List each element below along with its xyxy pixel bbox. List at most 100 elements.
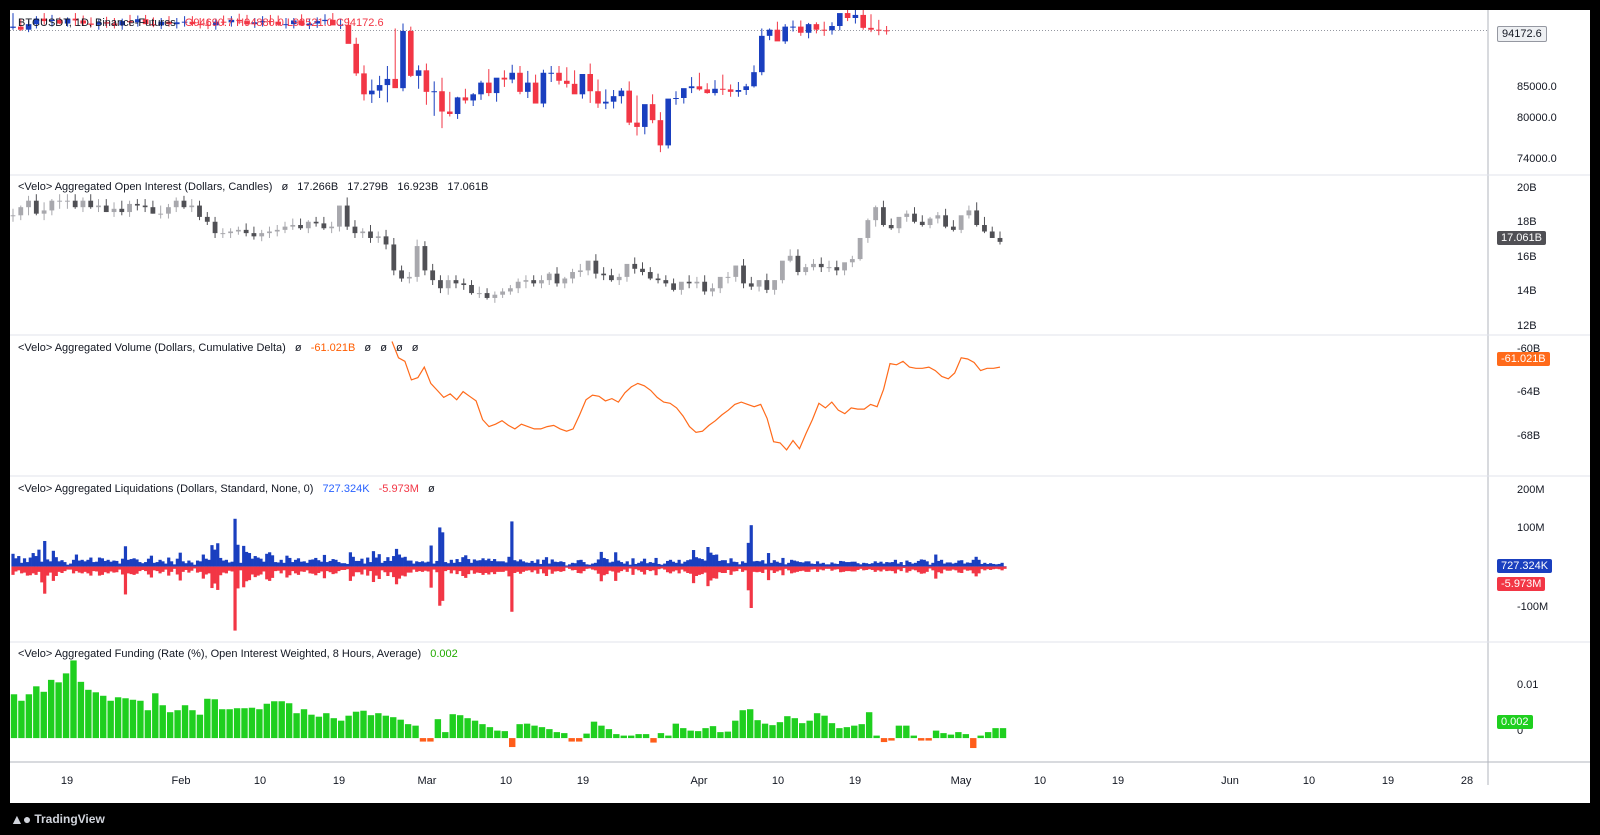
liq-long-bar (190, 562, 194, 567)
liq-long-bar (40, 561, 44, 567)
liq-long-bar (152, 562, 156, 567)
liq-short-bar (790, 566, 794, 574)
liq-short-bar (184, 566, 188, 570)
oi-candle (243, 229, 249, 234)
liq-short-bar (778, 566, 782, 571)
oi-candle (383, 236, 389, 245)
liq-long-bar (230, 561, 234, 567)
oi-candle (235, 229, 241, 232)
symbol-title[interactable]: BTCUSDT, 1D, Binance-Futures (18, 17, 176, 29)
liq-short-bar (334, 566, 338, 574)
chart-area[interactable]: BTCUSDT, 1D, Binance-Futures O94690.7 H9… (10, 10, 1590, 803)
oi-candle (103, 205, 109, 213)
funding-pos-bar (717, 732, 724, 739)
liq-short-bar (824, 566, 828, 569)
liq-long-bar (706, 547, 710, 567)
oi-pane-legend[interactable]: <Velo> Aggregated Open Interest (Dollars… (18, 181, 494, 193)
oi-candle (803, 267, 809, 273)
liq-pane-legend[interactable]: <Velo> Aggregated Liquidations (Dollars,… (18, 483, 441, 495)
funding-pos-bar (412, 725, 419, 739)
oi-title[interactable]: <Velo> Aggregated Open Interest (Dollars… (18, 181, 273, 193)
liq-short-bar (931, 566, 935, 571)
price-candle (618, 90, 625, 97)
liq-long-bar (11, 553, 15, 567)
liq-title[interactable]: <Velo> Aggregated Liquidations (Dollars,… (18, 483, 314, 495)
liq-long-bar (856, 563, 860, 567)
funding-pos-bar (337, 720, 345, 739)
liq-short-bar (204, 566, 208, 575)
liq-long-bar (351, 556, 355, 567)
funding-pos-bar (501, 731, 508, 739)
price-pane-legend[interactable]: BTCUSDT, 1D, Binance-Futures O94690.7 H9… (18, 17, 390, 29)
chart-canvas[interactable] (10, 10, 1590, 803)
liq-short-bar (815, 566, 820, 572)
liq-short-bar (963, 566, 967, 570)
liq-short-bar (354, 566, 358, 573)
liq-long-bar (146, 558, 151, 567)
price-candle (298, 20, 305, 26)
liq-long-bar (864, 563, 869, 567)
liq-short-bar (683, 566, 687, 572)
funding-pos-bar (724, 731, 732, 739)
liq-short-bar (911, 566, 915, 570)
oi-candle (950, 226, 956, 230)
liq-long-bar (542, 559, 546, 567)
liq-short-bar (761, 566, 765, 573)
liq-short-bar (810, 566, 814, 570)
liq-long-bar (798, 562, 802, 567)
liq-short-bar (784, 566, 788, 569)
liquidations-pane (11, 518, 1007, 631)
liq-short-bar (28, 566, 32, 576)
liq-short-bar (550, 566, 554, 574)
oi-candle (966, 210, 972, 216)
liq-short-bar (152, 566, 156, 571)
oi-candle (228, 231, 234, 234)
funding-pos-bar (851, 725, 858, 739)
liq-long-bar (294, 559, 298, 567)
price-candle (33, 18, 40, 25)
liq-short-bar (360, 566, 364, 575)
liq-long-bar (71, 559, 76, 567)
funding-title[interactable]: <Velo> Aggregated Funding (Rate (%), Ope… (18, 648, 422, 660)
cvd-title[interactable]: <Velo> Aggregated Volume (Dollars, Cumul… (18, 342, 286, 354)
liq-long-bar (449, 559, 453, 567)
oi-candle (826, 267, 832, 269)
liq-short-bar (971, 566, 975, 574)
liq-short-bar (850, 566, 854, 572)
liq-short-bar (311, 566, 315, 574)
funding-pos-bar (761, 723, 769, 739)
liq-long-bar (781, 557, 785, 567)
price-candle (400, 30, 406, 89)
liq-long-bar (902, 565, 906, 567)
price-candle (205, 24, 211, 26)
funding-pos-bar (159, 705, 166, 739)
time-tick: 10 (1033, 775, 1047, 787)
funding-pos-bar (702, 728, 709, 739)
liq-short-bar (66, 566, 70, 570)
liq-long-bar (345, 563, 350, 567)
liq-long-bar (253, 556, 257, 567)
funding-pos-bar (828, 723, 836, 739)
funding-pane-legend[interactable]: <Velo> Aggregated Funding (Rate (%), Ope… (18, 648, 464, 660)
liq-short-bar (677, 566, 681, 574)
liq-long-bar (406, 560, 410, 567)
price-candle (49, 19, 55, 22)
liq-short-bar (429, 566, 433, 588)
oi-candle (173, 200, 179, 208)
liq-long-bar (567, 564, 572, 567)
liq-long-bar (559, 561, 563, 567)
liq-long-bar (57, 561, 61, 567)
tradingview-logo[interactable]: ▲● TradingView (10, 811, 105, 827)
price-candle (782, 26, 788, 42)
funding-pos-bar (434, 719, 442, 739)
liq-short-bar (80, 566, 84, 574)
oi-candle (150, 207, 156, 214)
liq-short-bar (896, 566, 900, 570)
funding-pos-bar (977, 735, 984, 739)
funding-pos-bar (278, 701, 285, 739)
liq-short-bar (46, 566, 50, 576)
liq-short-bar (579, 566, 583, 574)
cvd-pane-legend[interactable]: <Velo> Aggregated Volume (Dollars, Cumul… (18, 342, 425, 354)
oi-candle (329, 226, 335, 229)
liq-short-bar (155, 566, 159, 572)
